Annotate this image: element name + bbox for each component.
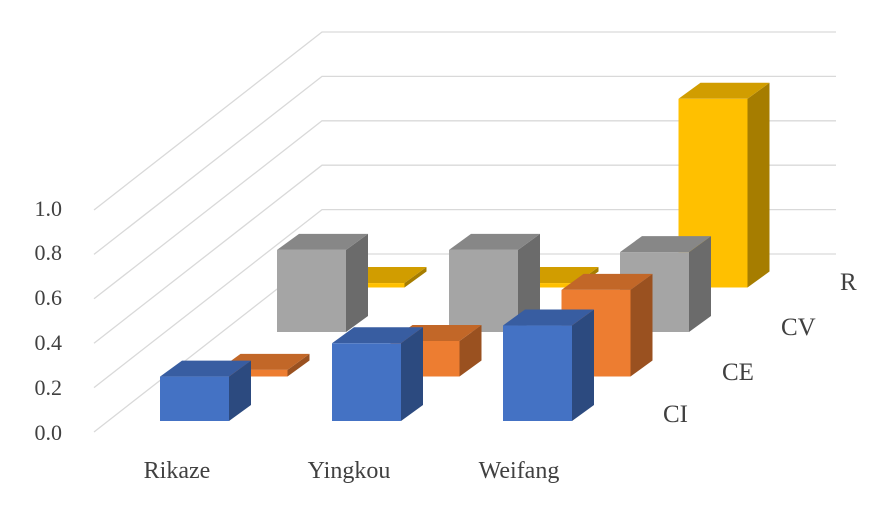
bar-side	[404, 267, 427, 288]
bar-front	[160, 376, 229, 421]
category-label-weifang: Weifang	[479, 458, 560, 484]
gridline	[93, 120, 836, 300]
bar-side	[287, 353, 310, 377]
bar-front	[335, 283, 405, 288]
bar-side	[747, 82, 770, 288]
gridline	[93, 31, 836, 211]
bar-front	[507, 283, 577, 288]
x-axis-categories: Rikaze Yingkou Weifang	[144, 458, 560, 484]
bar-cv-yingkou	[449, 233, 540, 332]
gridline	[93, 164, 836, 344]
bar-side	[630, 273, 653, 377]
bar-top	[160, 360, 251, 377]
bar-side	[459, 324, 482, 377]
bar-side	[689, 236, 711, 332]
bar-top	[678, 82, 770, 99]
y-axis-ticks: 0.0 0.2 0.4 0.6 0.8 1.0	[35, 196, 63, 445]
series-label-cv: CV	[781, 314, 816, 341]
y-tick-label: 0.2	[35, 375, 63, 400]
bar-front	[449, 249, 518, 332]
y-tick-label: 1.0	[35, 196, 63, 221]
bar-top	[449, 233, 540, 250]
bar-ci-rikaze	[160, 360, 251, 421]
y-tick-label: 0.8	[35, 240, 63, 265]
series-label-r: R	[840, 269, 857, 296]
bar-front	[332, 343, 401, 421]
series-axis-labels: CI CE CV R	[663, 269, 857, 428]
bar-top	[503, 309, 594, 326]
series-label-ci: CI	[663, 401, 688, 428]
bar-side	[572, 309, 594, 421]
bar-ci-weifang	[503, 309, 594, 421]
gridline	[93, 75, 836, 255]
gridline	[93, 208, 836, 389]
y-tick-label: 0.0	[35, 420, 63, 445]
bar-top	[561, 273, 653, 290]
bars	[160, 82, 770, 421]
bar-front	[218, 369, 288, 377]
y-tick-label: 0.6	[35, 285, 63, 310]
bar-cv-rikaze	[277, 233, 368, 332]
bar-front	[503, 325, 572, 421]
bar-top	[620, 236, 711, 253]
y-tick-label: 0.4	[35, 330, 63, 355]
bar-side	[229, 360, 251, 421]
bar-top	[277, 233, 368, 250]
series-label-ce: CE	[722, 359, 754, 386]
bar-ci-yingkou	[332, 327, 423, 421]
bar-side	[346, 233, 368, 332]
bar-side	[518, 233, 540, 332]
category-label-yingkou: Yingkou	[308, 458, 391, 484]
series-cv-bars	[277, 233, 711, 332]
series-ci-bars	[160, 309, 594, 421]
category-label-rikaze: Rikaze	[144, 458, 211, 484]
bar-top	[332, 327, 423, 344]
bar-front	[277, 249, 346, 332]
bar-side	[401, 327, 423, 421]
